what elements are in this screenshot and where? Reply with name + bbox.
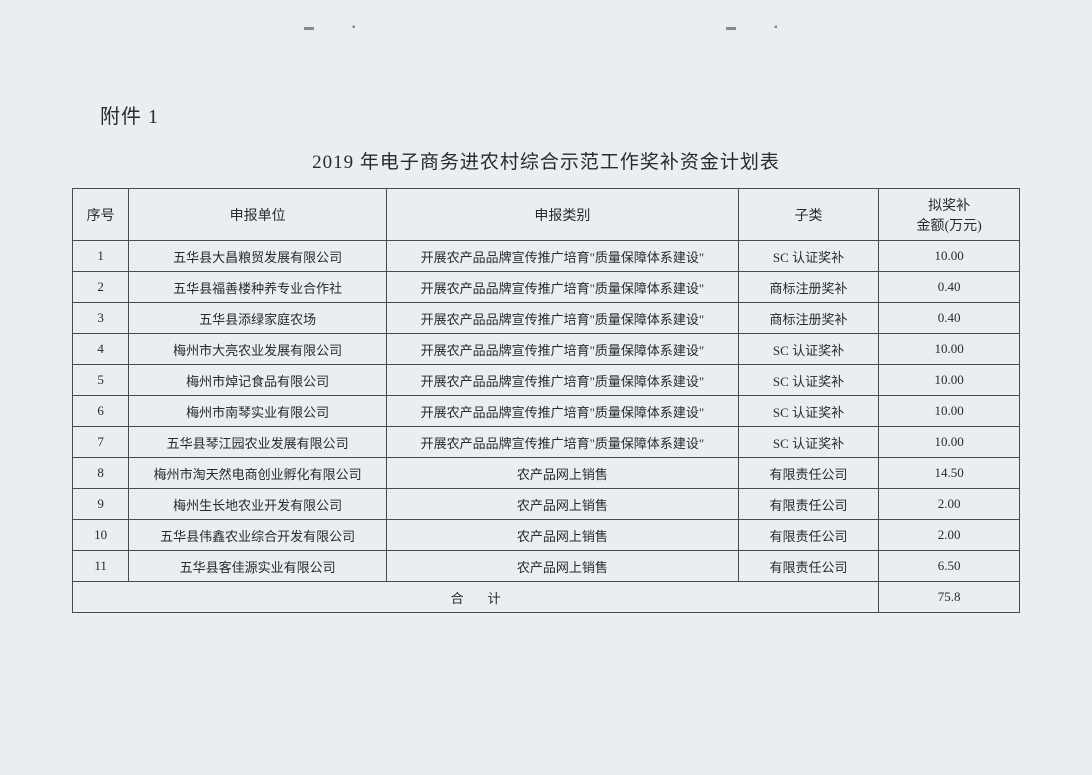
scan-artifact: ▬ <box>304 22 314 33</box>
cell-unit: 梅州市南琴实业有限公司 <box>129 396 387 427</box>
cell-amount: 2.00 <box>879 489 1020 520</box>
cell-seq: 9 <box>73 489 129 520</box>
cell-subcat: SC 认证奖补 <box>738 334 879 365</box>
table-row: 8 梅州市淘天然电商创业孵化有限公司 农产品网上销售 有限责任公司 14.50 <box>73 458 1020 489</box>
cell-amount: 6.50 <box>879 551 1020 582</box>
table-total-row: 合计 75.8 <box>73 582 1020 613</box>
cell-subcat: SC 认证奖补 <box>738 427 879 458</box>
cell-subcat: 有限责任公司 <box>738 551 879 582</box>
cell-unit: 梅州市大亮农业发展有限公司 <box>129 334 387 365</box>
table-row: 4 梅州市大亮农业发展有限公司 开展农产品品牌宣传推广培育"质量保障体系建设" … <box>73 334 1020 365</box>
scan-artifact: ▪ <box>774 22 778 33</box>
cell-subcat: SC 认证奖补 <box>738 241 879 272</box>
cell-amount: 2.00 <box>879 520 1020 551</box>
page-title: 2019 年电子商务进农村综合示范工作奖补资金计划表 <box>72 147 1020 174</box>
cell-amount: 0.40 <box>879 272 1020 303</box>
cell-amount: 10.00 <box>879 427 1020 458</box>
table-body: 1 五华县大昌粮贸发展有限公司 开展农产品品牌宣传推广培育"质量保障体系建设" … <box>73 241 1020 613</box>
cell-unit: 梅州市淘天然电商创业孵化有限公司 <box>129 458 387 489</box>
cell-seq: 1 <box>73 241 129 272</box>
total-amount: 75.8 <box>879 582 1020 613</box>
total-label: 合计 <box>73 582 879 613</box>
col-header-seq: 序号 <box>73 189 129 241</box>
cell-seq: 8 <box>73 458 129 489</box>
col-header-amount: 拟奖补金额(万元) <box>879 189 1020 241</box>
cell-subcat: SC 认证奖补 <box>738 396 879 427</box>
cell-subcat: 商标注册奖补 <box>738 303 879 334</box>
cell-unit: 五华县福善楼种养专业合作社 <box>129 272 387 303</box>
cell-category: 开展农产品品牌宣传推广培育"质量保障体系建设" <box>387 396 739 427</box>
table-row: 7 五华县琴江园农业发展有限公司 开展农产品品牌宣传推广培育"质量保障体系建设"… <box>73 427 1020 458</box>
table-row: 9 梅州生长地农业开发有限公司 农产品网上销售 有限责任公司 2.00 <box>73 489 1020 520</box>
table-row: 1 五华县大昌粮贸发展有限公司 开展农产品品牌宣传推广培育"质量保障体系建设" … <box>73 241 1020 272</box>
col-header-category: 申报类别 <box>387 189 739 241</box>
table-row: 6 梅州市南琴实业有限公司 开展农产品品牌宣传推广培育"质量保障体系建设" SC… <box>73 396 1020 427</box>
cell-category: 开展农产品品牌宣传推广培育"质量保障体系建设" <box>387 427 739 458</box>
attachment-label: 附件 1 <box>100 100 1020 129</box>
cell-seq: 6 <box>73 396 129 427</box>
cell-subcat: 有限责任公司 <box>738 458 879 489</box>
table-row: 5 梅州市焯记食品有限公司 开展农产品品牌宣传推广培育"质量保障体系建设" SC… <box>73 365 1020 396</box>
cell-category: 开展农产品品牌宣传推广培育"质量保障体系建设" <box>387 241 739 272</box>
table-row: 3 五华县添绿家庭农场 开展农产品品牌宣传推广培育"质量保障体系建设" 商标注册… <box>73 303 1020 334</box>
cell-unit: 五华县添绿家庭农场 <box>129 303 387 334</box>
cell-unit: 五华县大昌粮贸发展有限公司 <box>129 241 387 272</box>
cell-seq: 2 <box>73 272 129 303</box>
cell-seq: 10 <box>73 520 129 551</box>
cell-seq: 5 <box>73 365 129 396</box>
table-row: 10 五华县伟鑫农业综合开发有限公司 农产品网上销售 有限责任公司 2.00 <box>73 520 1020 551</box>
cell-unit: 五华县客佳源实业有限公司 <box>129 551 387 582</box>
cell-amount: 10.00 <box>879 396 1020 427</box>
cell-subcat: 商标注册奖补 <box>738 272 879 303</box>
table-header: 序号 申报单位 申报类别 子类 拟奖补金额(万元) <box>73 189 1020 241</box>
cell-unit: 梅州市焯记食品有限公司 <box>129 365 387 396</box>
cell-amount: 0.40 <box>879 303 1020 334</box>
cell-seq: 11 <box>73 551 129 582</box>
cell-subcat: 有限责任公司 <box>738 520 879 551</box>
cell-seq: 3 <box>73 303 129 334</box>
cell-seq: 4 <box>73 334 129 365</box>
cell-category: 农产品网上销售 <box>387 489 739 520</box>
cell-category: 农产品网上销售 <box>387 458 739 489</box>
cell-category: 开展农产品品牌宣传推广培育"质量保障体系建设" <box>387 334 739 365</box>
cell-unit: 五华县琴江园农业发展有限公司 <box>129 427 387 458</box>
cell-amount: 14.50 <box>879 458 1020 489</box>
table-row: 2 五华县福善楼种养专业合作社 开展农产品品牌宣传推广培育"质量保障体系建设" … <box>73 272 1020 303</box>
funding-plan-table: 序号 申报单位 申报类别 子类 拟奖补金额(万元) 1 五华县大昌粮贸发展有限公… <box>72 188 1020 613</box>
cell-unit: 五华县伟鑫农业综合开发有限公司 <box>129 520 387 551</box>
cell-amount: 10.00 <box>879 365 1020 396</box>
cell-seq: 7 <box>73 427 129 458</box>
cell-subcat: 有限责任公司 <box>738 489 879 520</box>
col-header-subcat: 子类 <box>738 189 879 241</box>
scan-artifact: ▬ <box>726 22 736 33</box>
cell-category: 开展农产品品牌宣传推广培育"质量保障体系建设" <box>387 303 739 334</box>
table-row: 11 五华县客佳源实业有限公司 农产品网上销售 有限责任公司 6.50 <box>73 551 1020 582</box>
cell-amount: 10.00 <box>879 334 1020 365</box>
cell-category: 开展农产品品牌宣传推广培育"质量保障体系建设" <box>387 365 739 396</box>
cell-category: 农产品网上销售 <box>387 520 739 551</box>
table-header-row: 序号 申报单位 申报类别 子类 拟奖补金额(万元) <box>73 189 1020 241</box>
cell-category: 农产品网上销售 <box>387 551 739 582</box>
col-header-unit: 申报单位 <box>129 189 387 241</box>
cell-unit: 梅州生长地农业开发有限公司 <box>129 489 387 520</box>
cell-category: 开展农产品品牌宣传推广培育"质量保障体系建设" <box>387 272 739 303</box>
cell-subcat: SC 认证奖补 <box>738 365 879 396</box>
cell-amount: 10.00 <box>879 241 1020 272</box>
scan-artifact: ▪ <box>352 22 356 33</box>
